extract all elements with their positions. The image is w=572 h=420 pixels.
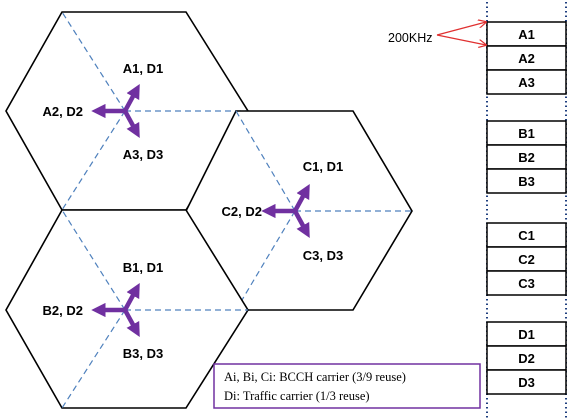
cell-b-sector-dividers (61, 209, 248, 409)
carrier-slot-label: C3 (518, 276, 535, 291)
carrier-slot-label: A2 (518, 51, 535, 66)
carrier-slot-box (486, 69, 567, 95)
reuse-note-line-bcch: Ai, Bi, Ci: BCCH carrier (3/9 reuse) (224, 370, 406, 384)
carrier-slot-box (486, 222, 567, 248)
antenna-arrow-lower (293, 209, 310, 239)
cell-a-antenna-arrows (91, 83, 140, 139)
carrier-slot-label: A1 (518, 27, 535, 42)
sector-label-upper: B1, D1 (123, 260, 163, 275)
carrier-group: C1 C2 C3 (486, 222, 567, 296)
carrier-slot-label: C2 (518, 252, 535, 267)
carrier-slot-label: C1 (518, 228, 535, 243)
carrier-group: D1 D2 D3 (486, 321, 567, 395)
carrier-bandwidth-label: 200KHz (388, 31, 432, 45)
carrier-slot-box (486, 270, 567, 296)
cell-b-antenna-arrows (91, 282, 140, 338)
sector-label-lower: C3, D3 (303, 248, 343, 263)
antenna-arrow-upper (293, 183, 310, 213)
carrier-group: B1 B2 B3 (486, 120, 567, 194)
carrier-slot-box (486, 45, 567, 71)
carrier-slot-label: B2 (518, 150, 535, 165)
cell-a-sector-dividers (61, 11, 248, 211)
sector-label-upper: A1, D1 (123, 61, 163, 76)
carrier-slot-label: B3 (518, 174, 535, 189)
carrier-slot-box (486, 21, 567, 47)
bandwidth-pointer-upper (436, 22, 486, 36)
carrier-slot-box (486, 345, 567, 371)
cell-c-antenna-arrows (261, 183, 310, 239)
carrier-bandwidth-annotation: 200KHz (388, 22, 486, 45)
carrier-slot-label: D1 (518, 327, 535, 342)
carrier-slot-label: D2 (518, 351, 535, 366)
antenna-arrow-upper (123, 282, 140, 312)
carrier-slot-box (486, 369, 567, 395)
carrier-column: A1 A2 A3 B1 B2 B3 C1 C2 C3 D1 D2 D3 (486, 2, 567, 418)
carrier-groups: A1 A2 A3 B1 B2 B3 C1 C2 C3 D1 D2 D3 (486, 21, 567, 395)
sector-label-lower: A3, D3 (123, 147, 163, 162)
antenna-arrow-lower (123, 109, 140, 139)
carrier-slot-label: B1 (518, 126, 535, 141)
reuse-note: Ai, Bi, Ci: BCCH carrier (3/9 reuse) Di:… (213, 363, 481, 409)
carrier-slot-box (486, 168, 567, 194)
sector-label-upper: C1, D1 (303, 159, 343, 174)
carrier-slot-box (486, 246, 567, 272)
sector-label-left: C2, D2 (222, 204, 262, 219)
carrier-slot-label: A3 (518, 75, 535, 90)
sector-label-left: A2, D2 (43, 104, 83, 119)
cell-b: B1, D1 B2, D2 B3, D3 (5, 209, 249, 409)
reuse-note-line-traffic: Di: Traffic carrier (1/3 reuse) (224, 389, 370, 403)
carrier-slot-label: D3 (518, 375, 535, 390)
sector-label-lower: B3, D3 (123, 346, 163, 361)
cell-c: C1, D1 C2, D2 C3, D3 (185, 110, 413, 311)
sector-label-left: B2, D2 (43, 303, 83, 318)
antenna-arrow-upper (123, 83, 140, 113)
carrier-group: A1 A2 A3 (486, 21, 567, 95)
bandwidth-pointer-lower (436, 34, 486, 45)
reuse-note-box (213, 363, 481, 409)
antenna-arrow-lower (123, 308, 140, 338)
carrier-slot-box (486, 120, 567, 146)
